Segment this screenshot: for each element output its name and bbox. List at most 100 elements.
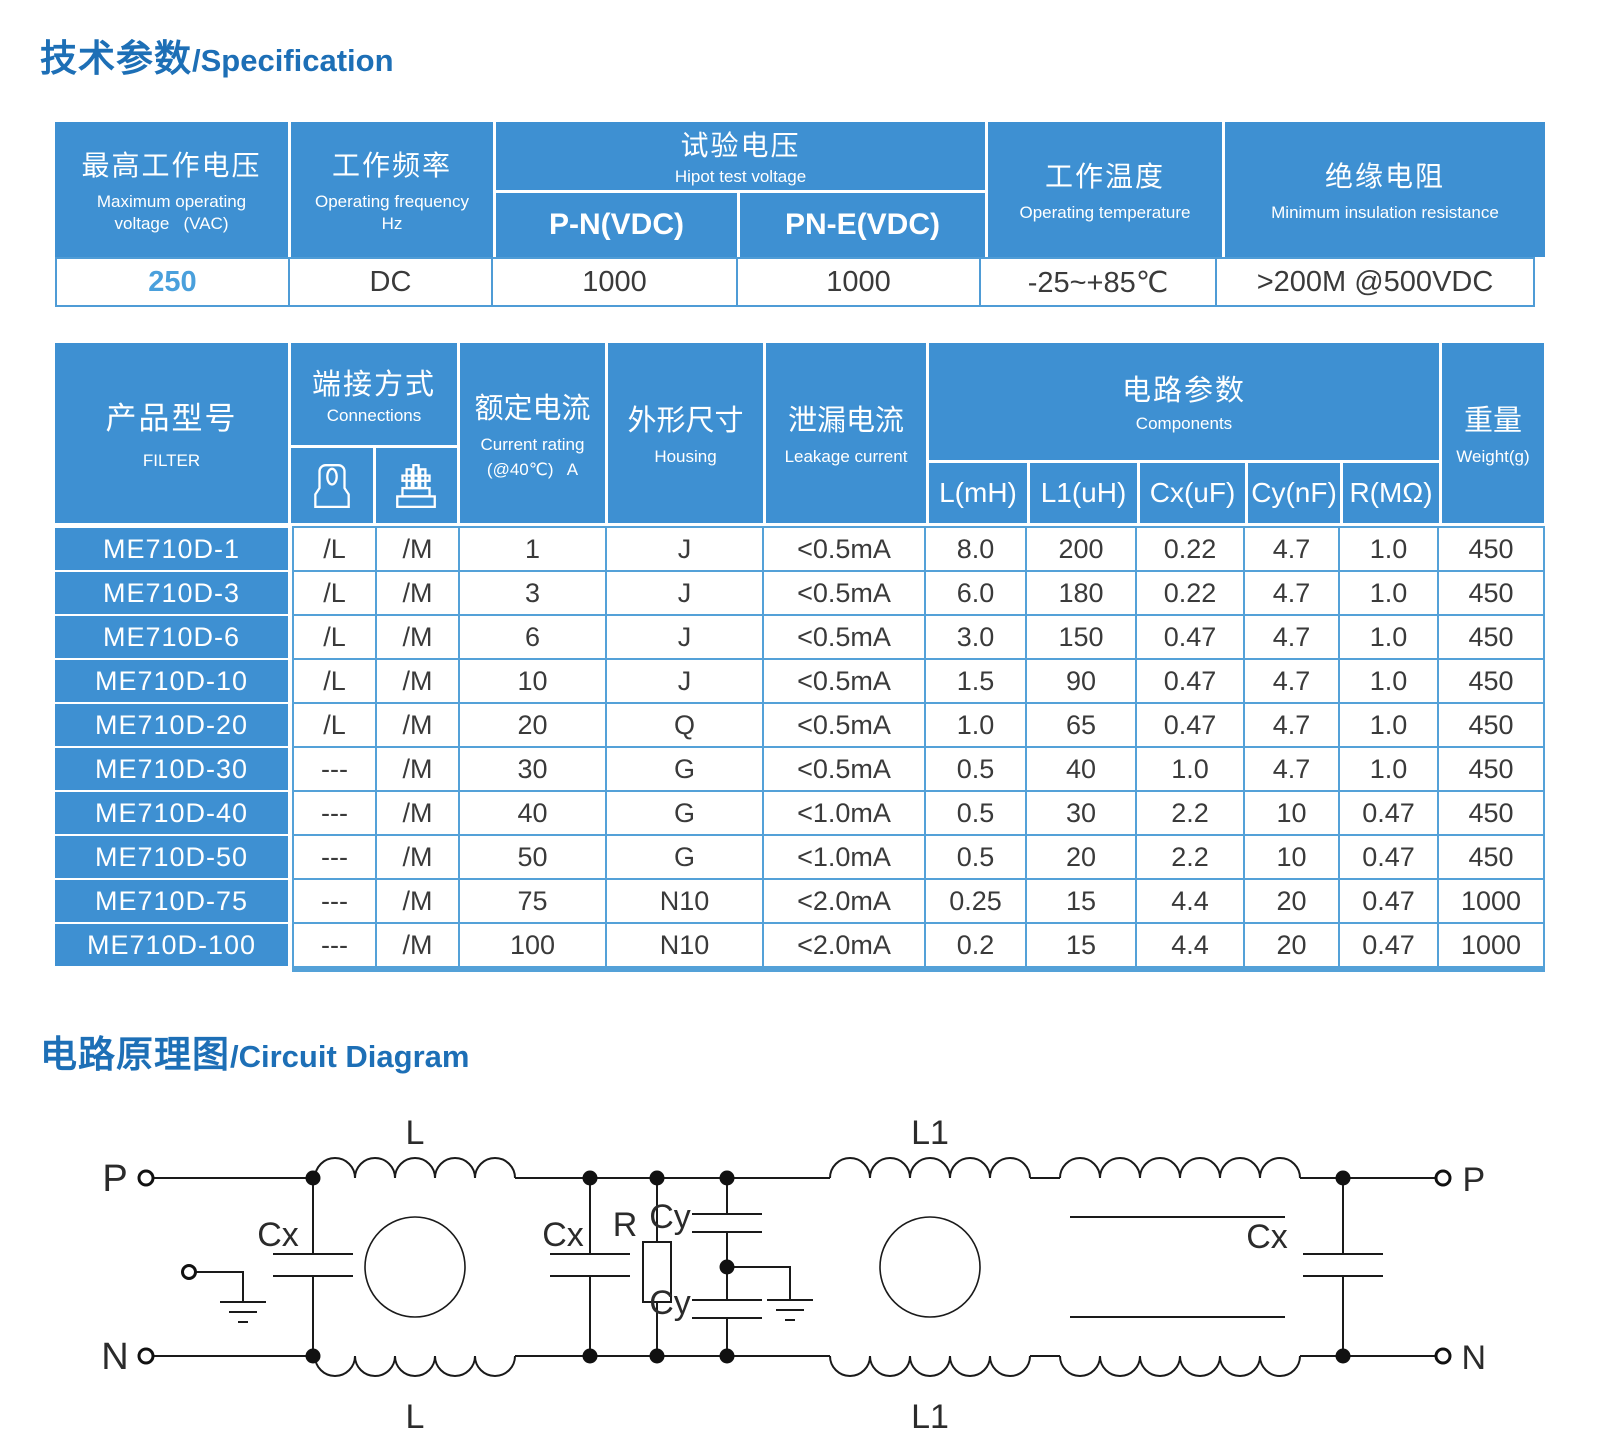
sub-l1-uh: L1(uH) [1030,463,1137,523]
inductor-stage2-top [1059,1157,1301,1179]
value-hipot-pne: 1000 [736,257,981,307]
filter-data-cell: 450 [1439,528,1543,570]
filter-data-cell: 0.22 [1137,528,1243,570]
label-l-top: L [406,1114,425,1152]
label-n: N [101,1336,128,1378]
filter-model-cell: ME710D-6 [55,616,288,658]
col-connections: 端接方式 Connections [291,343,457,523]
col-leakage: 泄漏电流 Leakage current [766,343,926,523]
col-hipot: 试验电压 Hipot test voltage P-N(VDC) PN-E(VD… [496,122,985,257]
filter-data-cell: 450 [1439,660,1543,702]
current-zh: 额定电流 [474,393,591,426]
filter-model-cell: ME710D-3 [55,572,288,614]
hipot-sub-pne: PN-E(VDC) [740,193,985,257]
components-zh: 电路参数 [1121,375,1246,408]
filter-data-cell: 0.22 [1137,572,1243,614]
label-cy-top: Cy [649,1198,691,1236]
value-frequency: DC [288,257,493,307]
insulation-zh: 绝缘电阻 [1324,160,1445,192]
value-insulation: >200M @500VDC [1215,257,1535,307]
cap-cx-1 [273,1178,353,1356]
connections-zh: 端接方式 [311,368,436,401]
filter-data-cell: /M [377,704,458,746]
hipot-sub-pn: P-N(VDC) [496,193,737,257]
filter-data-cell: 2.2 [1137,836,1243,878]
col-insulation: 绝缘电阻 Minimum insulation resistance [1225,122,1545,257]
filter-data-cell: 100 [460,924,605,966]
sub-cx-uf: Cx(uF) [1140,463,1245,523]
filter-model-cell: ME710D-30 [55,748,288,790]
filter-data-cell: <0.5mA [764,572,924,614]
core-bars [1070,1216,1285,1318]
filter-data-cell: 0.47 [1340,880,1437,922]
label-cx-3: Cx [1246,1218,1288,1256]
filter-data-cell: 1 [460,528,605,570]
sub-l-mh: L(mH) [929,463,1027,523]
filter-data-cell: 50 [460,836,605,878]
col-model: 产品型号 FILTER [55,343,288,523]
filter-data-cell: /M [377,748,458,790]
filter-data-cell: 3 [460,572,605,614]
lug-terminal-icon [291,448,373,523]
filter-data-cell: <2.0mA [764,880,924,922]
filter-data-cell: /L [294,616,375,658]
connections-en: Connections [326,405,422,425]
cap-cx-2 [550,1178,630,1356]
filter-table-body: ME710D-1 ME710D-3 ME710D-6 ME710D-10 ME710D-… [55,526,1545,972]
hipot-zh: 试验电压 [680,129,801,161]
housing-en: Housing [654,447,717,467]
filter-data-cell: /L [294,572,375,614]
value-max-voltage: 250 [55,257,290,307]
leakage-zh: 泄漏电流 [787,405,904,438]
weight-en: Weight(g) [1456,447,1530,467]
filter-data-cell: 2.2 [1137,792,1243,834]
filter-data-cell: 40 [460,792,605,834]
filter-data-cell: J [607,528,762,570]
filter-data-cell: 4.7 [1245,660,1338,702]
ground-2 [734,1266,813,1321]
junction-dots [305,1170,1351,1364]
filter-table-header: 产品型号 FILTER 端接方式 Connections [55,343,1545,523]
col-housing: 外形尺寸 Housing [608,343,763,523]
filter-data-cell: 0.47 [1340,836,1437,878]
inductor-l-top [314,1157,516,1179]
inductor-l1-top [829,1157,1031,1179]
circuit-title-zh: 电路原理图 [40,1034,230,1075]
filter-data-cell: 450 [1439,704,1543,746]
terminal-p-out [1434,1169,1452,1187]
filter-data-cell: G [607,836,762,878]
filter-model-cell: ME710D-50 [55,836,288,878]
ground-1 [196,1271,266,1323]
current-en2: (@40℃) A [486,459,579,479]
filter-data-cell: 15 [1027,924,1135,966]
filter-data-cell: 0.2 [926,924,1025,966]
filter-data-cell: G [607,748,762,790]
hipot-header: 试验电压 Hipot test voltage [496,122,985,190]
filter-model-cell: ME710D-1 [55,528,288,570]
frequency-en2: Hz [381,214,403,233]
filter-data-cell: 1.0 [1340,748,1437,790]
label-n-out: N′ [1462,1339,1485,1377]
filter-data-cell: 20 [460,704,605,746]
circuit-section-title: 电路原理图 /Circuit Diagram [40,1024,1600,1078]
filter-data-cell: /M [377,572,458,614]
filter-data-cell: <1.0mA [764,836,924,878]
col-frequency: 工作频率 Operating frequency Hz [291,122,493,257]
filter-table: 产品型号 FILTER 端接方式 Connections [55,343,1545,972]
model-column: ME710D-1 ME710D-3 ME710D-6 ME710D-10 ME710D-… [55,528,288,972]
filter-data-cell: 30 [1027,792,1135,834]
resistor-r [642,1241,672,1303]
filter-data-cell: 10 [1245,836,1338,878]
spec-title-zh: 技术参数 [40,38,192,79]
terminal-block-icon [375,448,457,523]
filter-data-cell: 0.5 [926,792,1025,834]
filter-data-cell: 4.7 [1245,572,1338,614]
filter-data-cell: 1.0 [1340,660,1437,702]
filter-data-cell: 90 [1027,660,1135,702]
filter-data-cell: 20 [1027,836,1135,878]
filter-data-cell: <2.0mA [764,924,924,966]
filter-data-cell: <0.5mA [764,616,924,658]
label-r: R [613,1206,638,1244]
filter-data-cell: 4.7 [1245,528,1338,570]
